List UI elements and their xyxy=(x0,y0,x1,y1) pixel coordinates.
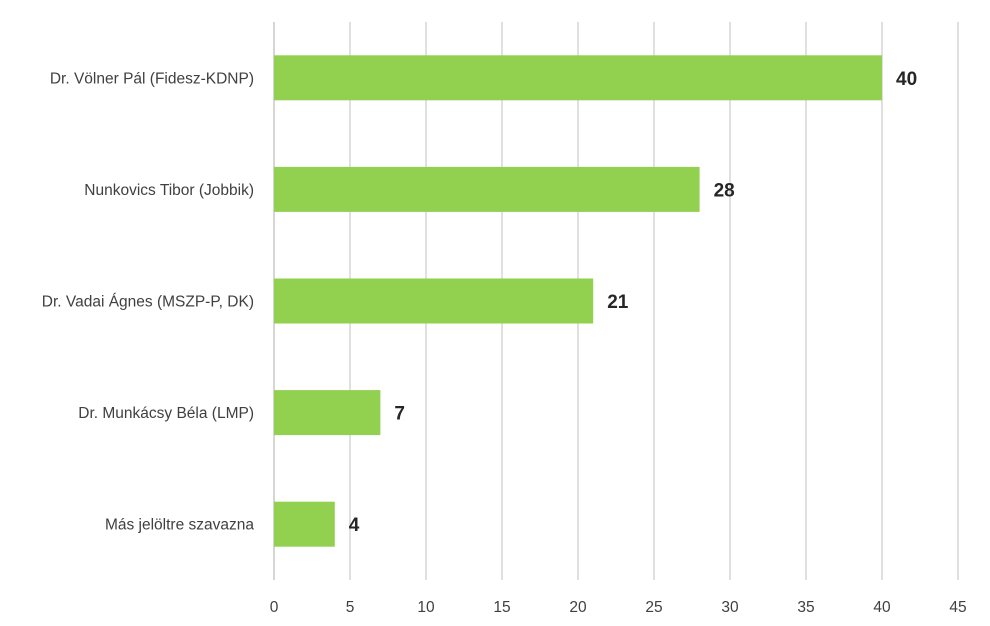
x-tick-label: 5 xyxy=(346,599,355,616)
data-label: 21 xyxy=(607,292,629,313)
category-labels: Dr. Völner Pál (Fidesz-KDNP) Nunkovics Ti… xyxy=(42,70,255,533)
data-label: 40 xyxy=(896,69,917,90)
x-tick-label: 35 xyxy=(797,599,814,616)
x-tick-label: 45 xyxy=(949,599,966,616)
x-tick-label: 30 xyxy=(721,599,739,616)
category-label: Dr. Vadai Ágnes (MSZP-P, DK) xyxy=(42,294,254,311)
category-label: Más jelöltre szavazna xyxy=(105,517,254,534)
data-label: 4 xyxy=(349,515,360,536)
data-label: 28 xyxy=(714,180,735,201)
category-label: Dr. Völner Pál (Fidesz-KDNP) xyxy=(50,70,254,87)
bars xyxy=(274,55,882,547)
x-tick-label: 20 xyxy=(569,599,587,616)
category-label: Dr. Munkácsy Béla (LMP) xyxy=(78,405,254,422)
category-label: Nunkovics Tibor (Jobbik) xyxy=(84,182,254,199)
bar xyxy=(274,390,381,436)
data-label: 7 xyxy=(394,404,405,425)
bar xyxy=(274,55,882,101)
bar xyxy=(274,278,594,324)
x-tick-label: 10 xyxy=(417,599,435,616)
x-tick-labels: 0 5 10 15 20 25 30 35 40 45 xyxy=(270,599,967,616)
x-tick-label: 40 xyxy=(873,599,891,616)
bar xyxy=(274,501,335,547)
x-tick-label: 0 xyxy=(270,599,279,616)
x-tick-label: 25 xyxy=(645,599,662,616)
x-tick-label: 15 xyxy=(493,599,510,616)
bar xyxy=(274,166,700,212)
data-labels: 40 28 21 7 4 xyxy=(349,69,917,536)
